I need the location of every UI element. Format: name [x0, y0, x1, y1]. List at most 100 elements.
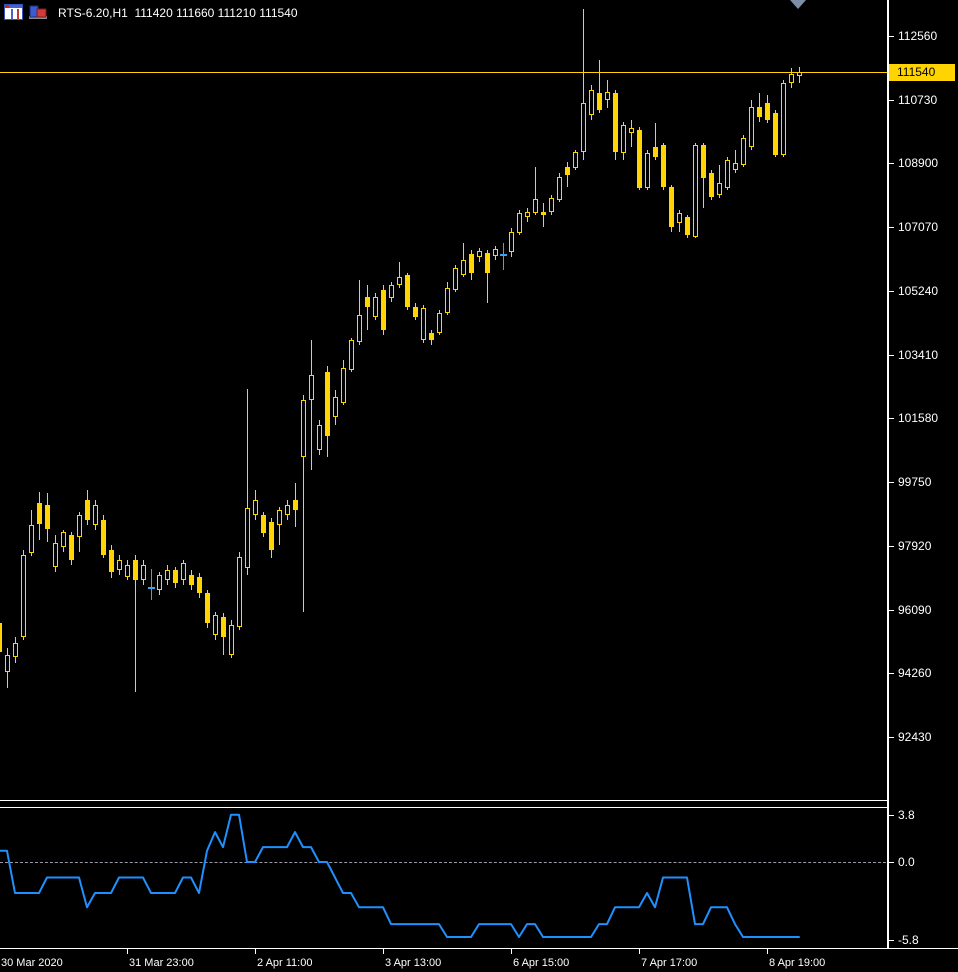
- candle-body: [325, 372, 330, 436]
- indicator-level-label: 3.8: [898, 808, 915, 822]
- time-tick: [767, 949, 768, 954]
- candle-body: [109, 550, 114, 572]
- price-tick: [887, 355, 894, 356]
- candle-wick: [367, 285, 368, 330]
- candle-body: [661, 145, 666, 188]
- candle-body: [357, 314, 362, 343]
- candle-body: [53, 543, 58, 567]
- candle-body: [37, 503, 42, 524]
- indicator-zero-line: [0, 862, 886, 863]
- price-tick: [887, 673, 894, 674]
- time-label: 2 Apr 11:00: [257, 957, 313, 969]
- time-label: 30 Mar 2020: [1, 957, 63, 969]
- candle-body: [389, 285, 394, 298]
- price-tick: [887, 482, 894, 483]
- candle-body: [101, 520, 106, 555]
- time-tick: [127, 949, 128, 954]
- candle-body: [61, 531, 66, 547]
- candle-body: [29, 524, 34, 554]
- candle-body: [13, 643, 18, 657]
- candle-body: [397, 277, 402, 285]
- time-axis[interactable]: 30 Mar 2020 31 Mar 23:00 2 Apr 11:00 3 Apr …: [0, 948, 958, 972]
- price-label: 101580: [898, 411, 939, 425]
- candle-body: [253, 499, 258, 515]
- candle-body: [701, 145, 706, 179]
- price-tick: [887, 291, 894, 292]
- candle-body: [125, 565, 130, 577]
- candle-body: [45, 505, 50, 530]
- candle-body: [69, 535, 74, 561]
- candle-body: [117, 560, 122, 570]
- candle-body: [229, 624, 234, 656]
- candle-body: [141, 565, 146, 580]
- candle-body: [213, 614, 218, 635]
- candle-body: [693, 145, 698, 237]
- candle-wick: [631, 119, 632, 148]
- candle-body: [573, 152, 578, 168]
- candle-body: [749, 107, 754, 147]
- time-label: 31 Mar 23:00: [129, 957, 194, 969]
- candle-body: [93, 505, 98, 525]
- candle-body: [789, 74, 794, 84]
- candle-wick: [311, 340, 312, 470]
- candle-body: [365, 296, 370, 307]
- candle-body: [173, 569, 178, 583]
- price-tick: [887, 418, 894, 419]
- candle-body: [309, 374, 314, 400]
- window-splitter-bottom[interactable]: [0, 807, 889, 808]
- candle-body: [597, 93, 602, 110]
- candle-wick: [735, 149, 736, 173]
- candle-body: [613, 93, 618, 152]
- candle-wick: [359, 280, 360, 345]
- current-price-line: [0, 72, 887, 73]
- price-tick: [887, 163, 894, 164]
- chart-shift-marker-icon[interactable]: [789, 0, 809, 10]
- time-label: 8 Apr 19:00: [769, 957, 826, 969]
- price-axis[interactable]: 112560 110730 108900 107070 105240 103410 1015…: [887, 0, 958, 948]
- candle-body: [437, 312, 442, 333]
- candle-body: [341, 367, 346, 404]
- price-tick: [887, 227, 894, 228]
- candle-body: [493, 248, 498, 257]
- candle-body: [453, 267, 458, 290]
- candle-body: [773, 113, 778, 156]
- candle-body: [421, 308, 426, 340]
- indicator-level-tick: [887, 815, 894, 816]
- window-splitter-top[interactable]: [0, 800, 889, 801]
- candle-body: [317, 425, 322, 450]
- candle-body: [85, 499, 90, 521]
- indicator-level-tick: [887, 940, 894, 941]
- candle-body: [557, 177, 562, 200]
- indicator-line: [0, 813, 800, 938]
- price-tick: [887, 546, 894, 547]
- candle-body: [405, 274, 410, 307]
- price-label: 96090: [898, 603, 932, 617]
- candle-body: [221, 616, 226, 638]
- candle-body: [181, 562, 186, 580]
- candle-body: [757, 107, 762, 118]
- time-label: 6 Apr 15:00: [513, 957, 570, 969]
- candle-body: [485, 253, 490, 273]
- chart-title-bar: RTS-6.20,H1 111420 111660 111210 111540: [0, 0, 880, 24]
- candle-body: [629, 127, 634, 133]
- candle-body: [541, 211, 546, 215]
- candle-body: [621, 125, 626, 153]
- candle-body: [237, 557, 242, 627]
- candle-body: [653, 147, 658, 157]
- candle-body: [605, 92, 610, 101]
- candle-wick: [247, 389, 248, 575]
- candle-body: [77, 514, 82, 538]
- candle-body: [765, 102, 770, 120]
- price-label: 105240: [898, 284, 939, 298]
- candle-wick: [719, 164, 720, 198]
- candle-body: [301, 399, 306, 457]
- main-chart-area[interactable]: [0, 0, 887, 800]
- candle-wick: [487, 249, 488, 304]
- candle-body: [533, 199, 538, 213]
- candle-body: [717, 183, 722, 196]
- candle-body: [477, 250, 482, 258]
- candle-body: [133, 560, 138, 580]
- bar-chart-icon: [28, 4, 48, 25]
- candle-body: [669, 187, 674, 227]
